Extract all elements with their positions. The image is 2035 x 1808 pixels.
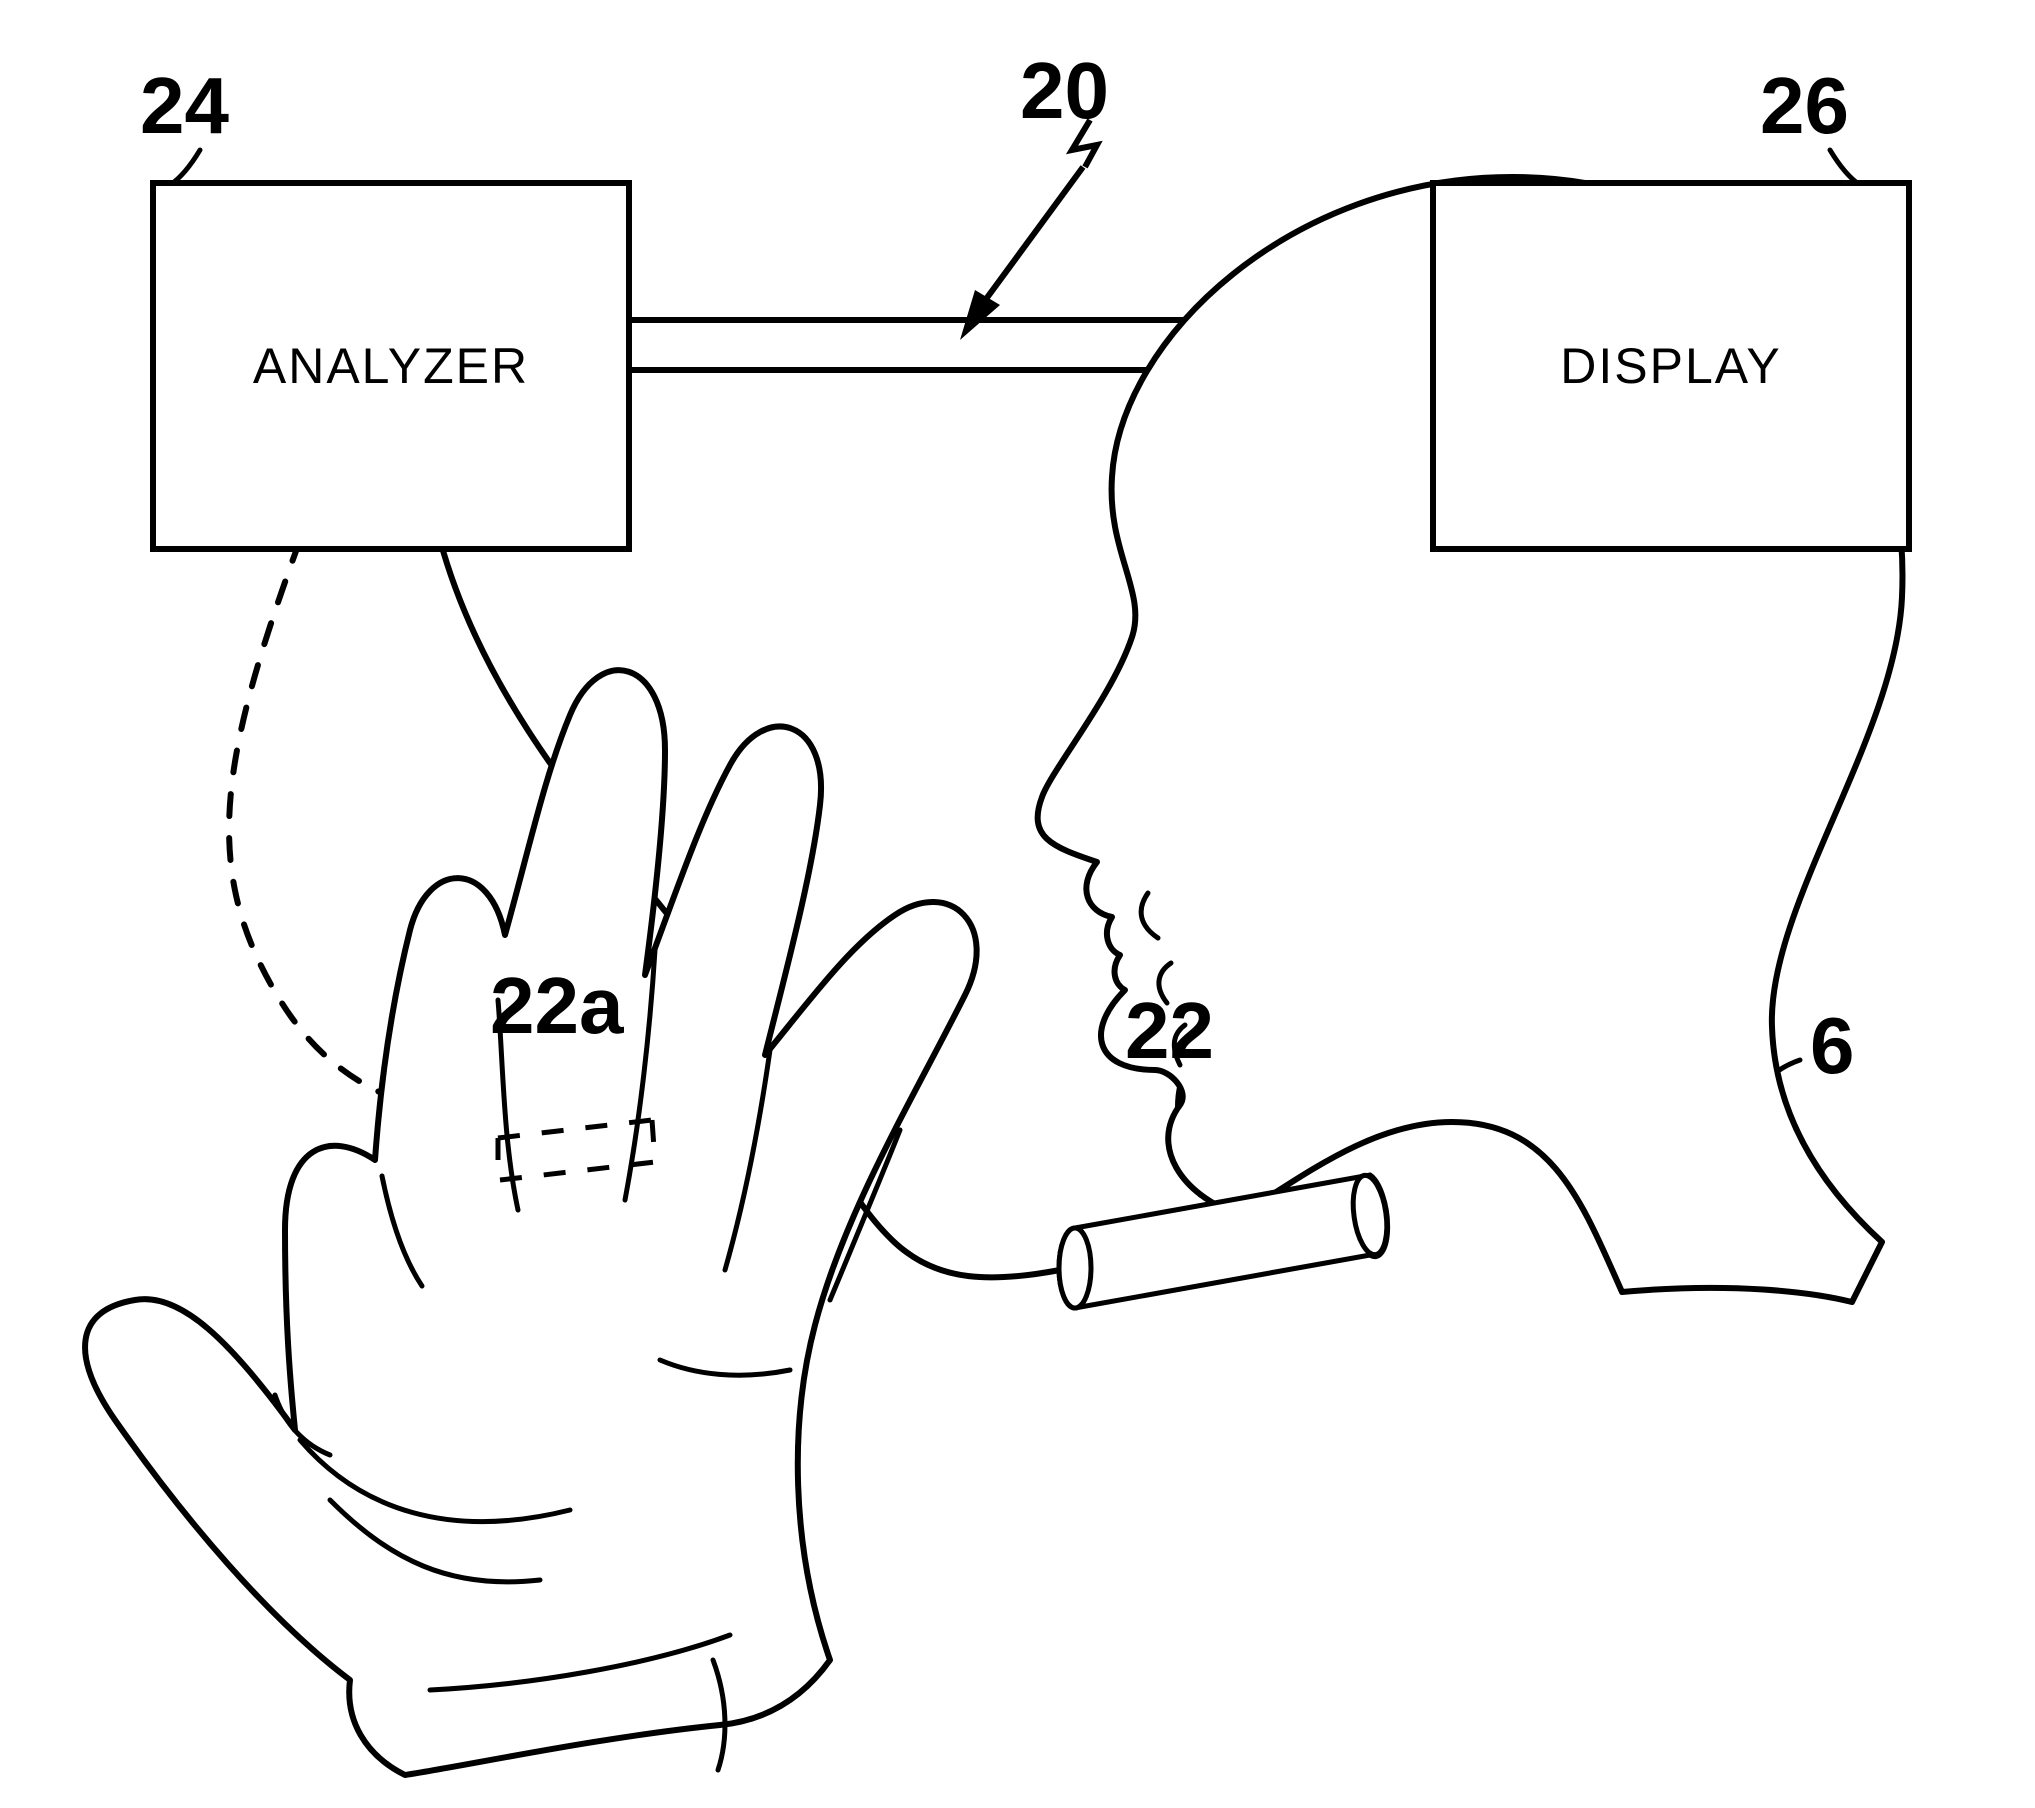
analyzer-box: ANALYZER xyxy=(150,180,632,552)
ref-24: 24 xyxy=(140,60,229,152)
display-label: DISPLAY xyxy=(1560,337,1782,395)
diagram-canvas: ANALYZER DISPLAY 24 26 20 22 6 22a xyxy=(0,0,2035,1808)
ref-26: 26 xyxy=(1760,60,1849,152)
hand-outline xyxy=(85,670,977,1775)
display-box: DISPLAY xyxy=(1430,180,1912,552)
ref-20: 20 xyxy=(1020,45,1109,137)
analyzer-label: ANALYZER xyxy=(253,337,529,395)
ref-22a: 22a xyxy=(490,960,623,1052)
ref-22: 22 xyxy=(1125,985,1214,1077)
system-ref-arrow xyxy=(960,120,1097,340)
ref-6: 6 xyxy=(1810,1000,1855,1092)
